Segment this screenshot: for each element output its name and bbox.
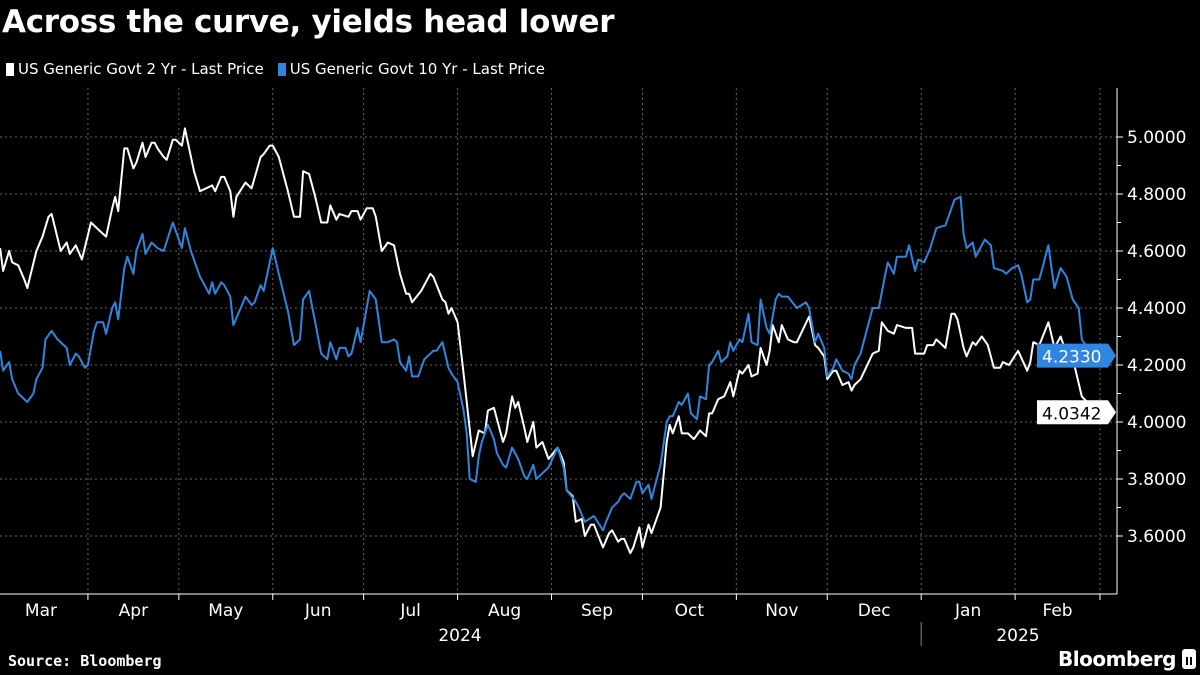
x-year-label: 2024: [438, 626, 481, 646]
x-month-label: May: [208, 601, 243, 621]
y-tick-label: 4.4000: [1127, 299, 1186, 319]
x-month-label: Apr: [119, 601, 148, 621]
series-line-2yr: [0, 127, 1098, 555]
x-month-label: Feb: [1042, 601, 1072, 621]
bloomberg-chart-icon: [1182, 649, 1196, 669]
x-month-label: Jul: [399, 601, 421, 621]
y-tick-label: 4.0000: [1127, 413, 1186, 433]
x-month-label: Sep: [581, 601, 613, 621]
x-month-label: Oct: [675, 601, 705, 621]
y-tick-label: 3.8000: [1127, 470, 1186, 490]
series-line-10yr: [0, 195, 1098, 532]
source-note: Source: Bloomberg: [8, 652, 162, 670]
y-tick-label: 4.8000: [1127, 185, 1186, 205]
flag-label: 4.0342: [1042, 404, 1101, 424]
legend-item-2yr: US Generic Govt 2 Yr - Last Price: [6, 60, 264, 78]
x-month-label: Jan: [954, 601, 981, 621]
x-month-label: Nov: [765, 601, 798, 621]
x-month-label: Mar: [25, 601, 57, 621]
y-tick-label: 3.6000: [1127, 527, 1186, 547]
last-value-flag-10yr: 4.2330: [1037, 343, 1116, 368]
x-month-label: Aug: [488, 601, 521, 621]
bloomberg-logo: Bloomberg: [1058, 647, 1196, 671]
chart-title: Across the curve, yields head lower: [2, 4, 615, 40]
flag-shape: [1037, 343, 1116, 368]
y-tick-label: 4.6000: [1127, 242, 1186, 262]
legend: US Generic Govt 2 Yr - Last Price US Gen…: [6, 60, 545, 78]
brand-name: Bloomberg: [1058, 647, 1176, 671]
last-value-flag-2yr: 4.0342: [1037, 400, 1116, 425]
x-month-label: Jun: [304, 601, 332, 621]
legend-swatch-2yr: [6, 62, 14, 76]
flag-shape: [1037, 400, 1116, 425]
x-year-label: 2025: [996, 626, 1039, 646]
legend-label-2yr: US Generic Govt 2 Yr - Last Price: [18, 60, 264, 78]
flag-label: 4.2330: [1042, 348, 1101, 368]
legend-label-10yr: US Generic Govt 10 Yr - Last Price: [289, 60, 546, 78]
y-tick-label: 5.0000: [1127, 128, 1186, 148]
x-month-label: Dec: [858, 601, 891, 621]
legend-swatch-10yr: [277, 62, 286, 76]
y-tick-label: 4.2000: [1127, 356, 1186, 376]
legend-item-10yr: US Generic Govt 10 Yr - Last Price: [277, 60, 546, 78]
